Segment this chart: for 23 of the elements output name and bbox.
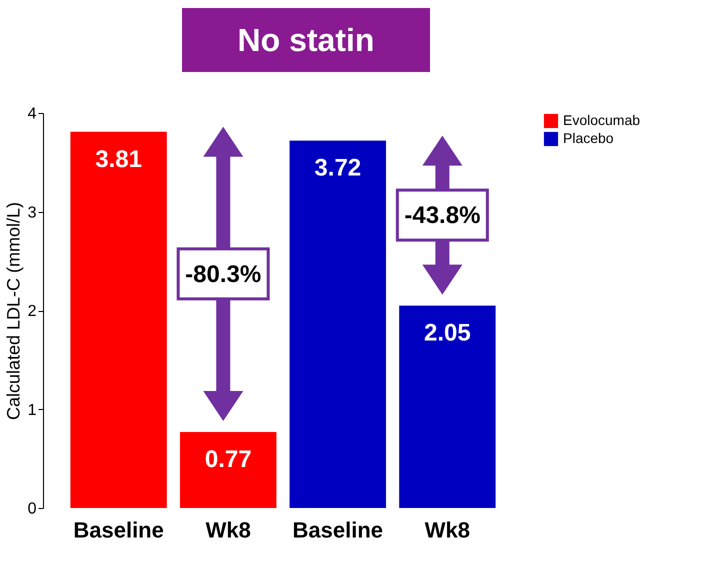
y-axis-title: Calculated LDL-C (mmol/L) [4, 202, 24, 420]
data-label: 2.05 [424, 320, 471, 347]
bar [399, 306, 496, 508]
data-label: 0.77 [204, 446, 252, 473]
legend-label: Evolocumab [563, 112, 640, 128]
legend-label: Placebo [563, 130, 614, 146]
data-label: 3.81 [95, 146, 142, 173]
y-tick-label: 1 [28, 402, 37, 419]
bar [290, 140, 386, 508]
y-tick-label: 0 [28, 500, 37, 518]
x-tick-label: Wk8 [424, 518, 470, 542]
y-tick-label: 3 [28, 204, 37, 222]
bar [180, 432, 276, 508]
x-tick-label: Baseline [73, 518, 164, 542]
annotation: -43.8% [404, 202, 480, 230]
x-tick-label: Baseline [292, 518, 384, 542]
x-tick-label: Wk8 [206, 518, 251, 542]
bar [70, 132, 167, 508]
y-tick-label: 4 [28, 106, 37, 122]
y-tick-label: 2 [28, 303, 37, 320]
annotation: -80.3% [185, 260, 262, 288]
chart-title: No statin [182, 8, 430, 72]
data-label: 3.72 [314, 154, 362, 182]
